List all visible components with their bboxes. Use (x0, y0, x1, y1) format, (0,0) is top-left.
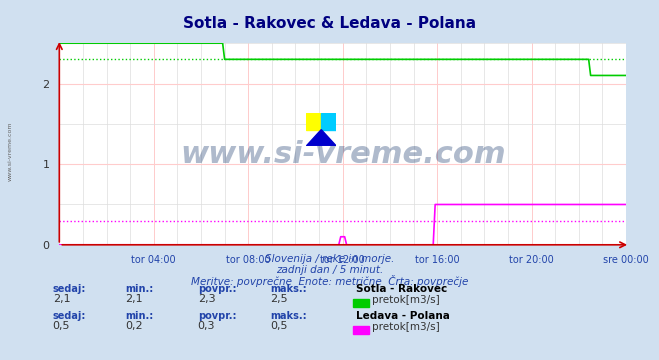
Text: Meritve: povprečne  Enote: metrične  Črta: povprečje: Meritve: povprečne Enote: metrične Črta:… (191, 275, 468, 287)
Text: pretok[m3/s]: pretok[m3/s] (372, 322, 440, 332)
Text: Sotla - Rakovec: Sotla - Rakovec (356, 284, 447, 294)
Text: 2,5: 2,5 (270, 294, 288, 305)
Text: povpr.:: povpr.: (198, 284, 236, 294)
Text: 2,1: 2,1 (125, 294, 143, 305)
Text: 0,3: 0,3 (198, 321, 215, 332)
Text: 2,3: 2,3 (198, 294, 215, 305)
Bar (353, 299, 369, 307)
Text: min.:: min.: (125, 284, 154, 294)
Text: min.:: min.: (125, 311, 154, 321)
Bar (322, 113, 336, 130)
Text: zadnji dan / 5 minut.: zadnji dan / 5 minut. (276, 265, 383, 275)
Bar (306, 113, 322, 130)
Text: povpr.:: povpr.: (198, 311, 236, 321)
Text: 2,1: 2,1 (53, 294, 71, 305)
Polygon shape (306, 130, 336, 146)
Text: Slovenija / reke in morje.: Slovenija / reke in morje. (265, 254, 394, 264)
Bar (353, 326, 369, 334)
Text: pretok[m3/s]: pretok[m3/s] (372, 295, 440, 305)
Text: 0,5: 0,5 (270, 321, 288, 332)
Text: 0,2: 0,2 (125, 321, 143, 332)
Text: maks.:: maks.: (270, 311, 307, 321)
Text: www.si-vreme.com: www.si-vreme.com (180, 140, 505, 168)
Text: 0,5: 0,5 (53, 321, 71, 332)
Text: www.si-vreme.com: www.si-vreme.com (8, 121, 13, 181)
Text: sedaj:: sedaj: (53, 284, 86, 294)
Text: Sotla - Rakovec & Ledava - Polana: Sotla - Rakovec & Ledava - Polana (183, 16, 476, 31)
Text: maks.:: maks.: (270, 284, 307, 294)
Text: sedaj:: sedaj: (53, 311, 86, 321)
Text: Ledava - Polana: Ledava - Polana (356, 311, 449, 321)
